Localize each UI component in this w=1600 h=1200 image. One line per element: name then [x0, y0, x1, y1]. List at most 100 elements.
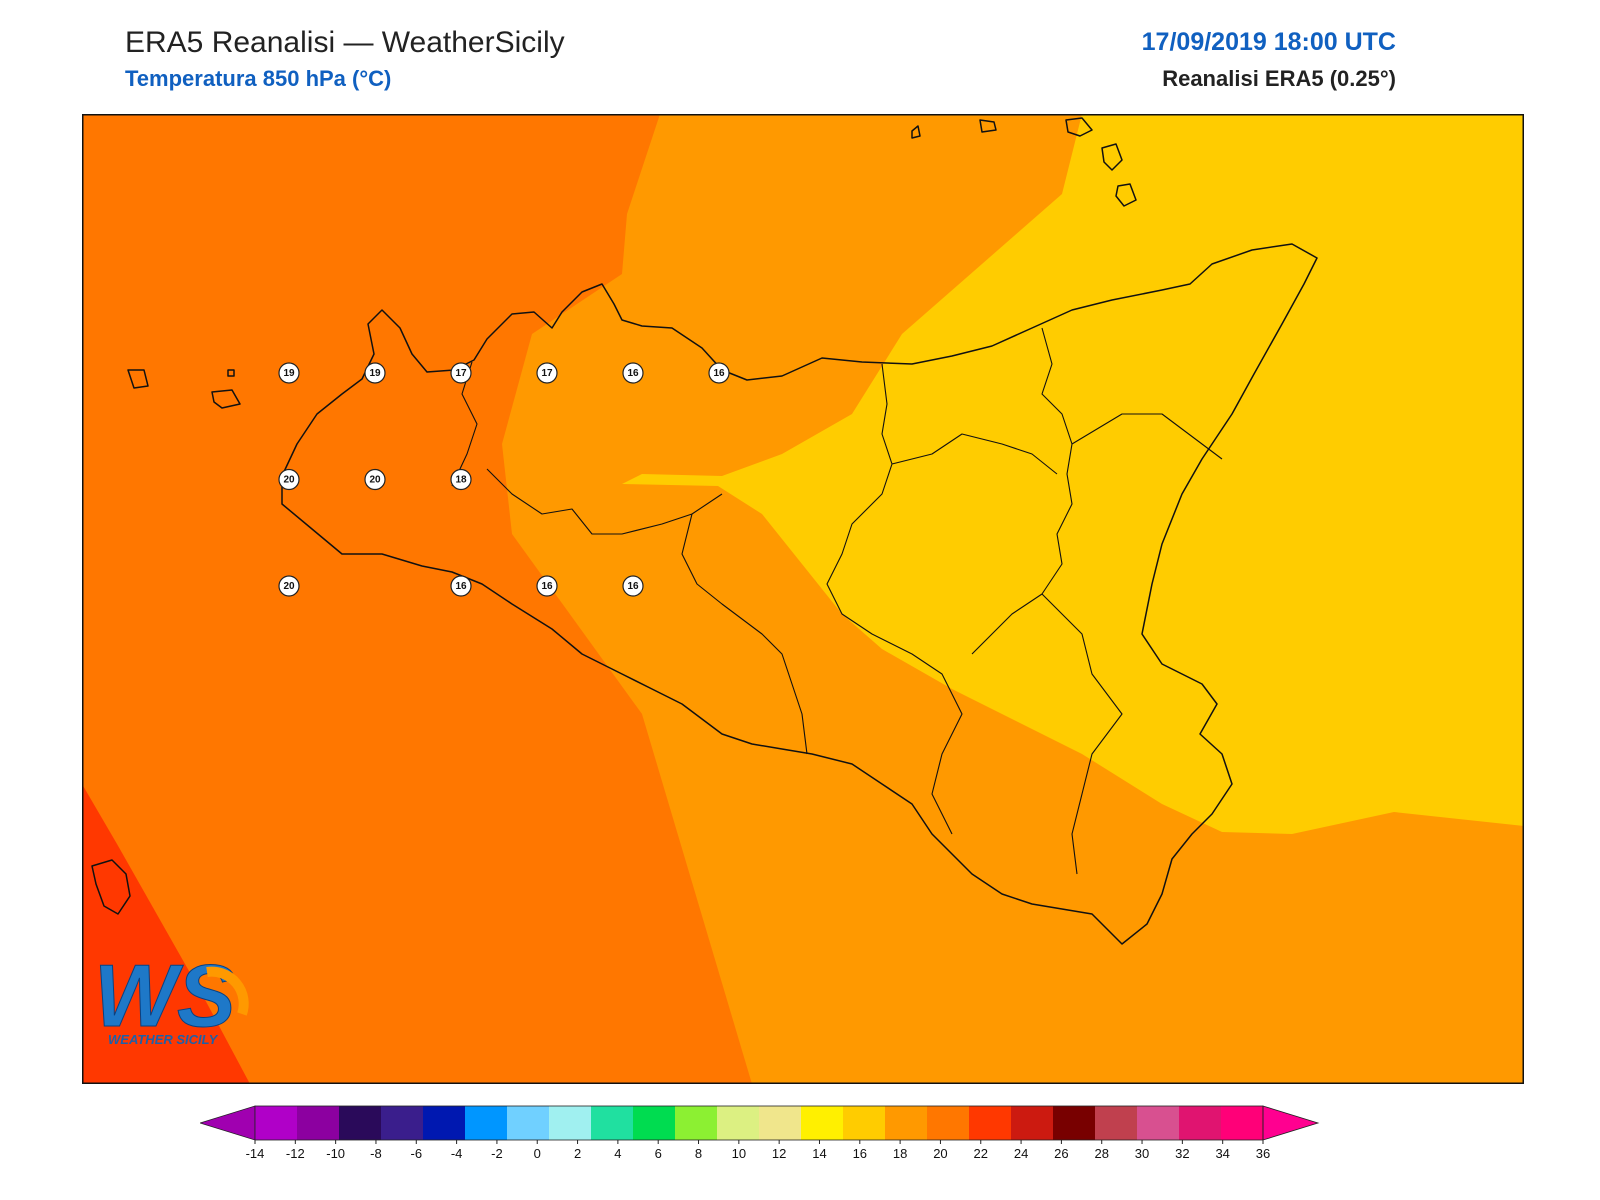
colorbar-swatch	[801, 1106, 844, 1140]
colorbar-tick-label: 36	[1256, 1146, 1270, 1161]
station-value: 17	[541, 368, 553, 379]
island-shapes	[91, 117, 1137, 915]
station-marker: 16	[536, 575, 558, 597]
station-value: 16	[455, 581, 467, 592]
temperature-colorbar: -14 -12 -10 -8 -6 -4 -2 0 2 4 6 8 10 12 14 16 18 20 22 24 26…	[200, 1105, 1320, 1161]
colorbar-tick-label: 16	[853, 1146, 867, 1161]
map-title: ERA5 Reanalisi — WeatherSicily	[125, 26, 565, 59]
colorbar-tick-label: 28	[1094, 1146, 1108, 1161]
station-circle	[622, 575, 644, 597]
colorbar-swatch	[423, 1106, 466, 1140]
colorbar-swatch	[843, 1106, 886, 1140]
band-20-22	[82, 784, 250, 1084]
colorbar-tick-label: 4	[614, 1146, 621, 1161]
station-circle	[450, 575, 472, 597]
colorbar-tick-label: 12	[772, 1146, 786, 1161]
valid-datetime: 17/09/2019 18:00 UTC	[1141, 28, 1396, 56]
colorbar-swatch	[549, 1106, 592, 1140]
province-borders	[451, 327, 1223, 875]
station-circle	[536, 362, 558, 384]
weather-sicily-logo: WS WEATHER SICILY	[94, 946, 249, 1047]
colorbar-swatch	[1053, 1106, 1096, 1140]
colorbar-under-triangle	[200, 1105, 256, 1141]
station-marker: 20	[278, 468, 300, 491]
colorbar-tick-label: -10	[326, 1146, 345, 1161]
station-marker: 20	[364, 468, 386, 491]
colorbar-tick-label: -12	[286, 1146, 305, 1161]
colorbar-swatch	[885, 1106, 928, 1140]
station-values: 20 20 20 18 19 19 17 17 16 16 16 16 16	[278, 362, 730, 597]
station-marker: 20	[278, 575, 300, 597]
colorbar-swatch	[465, 1106, 508, 1140]
colorbar-tick-label: -4	[451, 1146, 463, 1161]
colorbar-tick-label: 14	[812, 1146, 826, 1161]
station-circle	[364, 362, 386, 384]
map-subtitle: Temperatura 850 hPa (°C)	[125, 66, 392, 91]
station-value: 16	[627, 581, 639, 592]
station-circle	[278, 362, 300, 384]
station-marker: 17	[536, 362, 558, 384]
colorbar-swatch	[591, 1106, 634, 1140]
sun-icon	[206, 966, 249, 1016]
colorbar-tick-label: 2	[574, 1146, 581, 1161]
colorbar-tick-label: 22	[974, 1146, 988, 1161]
colorbar-tick-label: 6	[655, 1146, 662, 1161]
station-marker: 19	[278, 362, 300, 384]
station-circle	[536, 575, 558, 597]
station-value: 17	[455, 368, 467, 379]
colorbar-swatch	[717, 1106, 760, 1140]
colorbar-swatch	[675, 1106, 718, 1140]
colorbar-swatch	[255, 1106, 298, 1140]
colorbar-swatch	[759, 1106, 802, 1140]
station-circle	[278, 468, 300, 491]
colorbar-over-triangle	[1262, 1105, 1320, 1141]
colorbar-tick-label: -6	[410, 1146, 422, 1161]
station-marker: 18	[450, 468, 472, 491]
colorbar-tick-label: -14	[246, 1146, 265, 1161]
station-marker: 16	[450, 575, 472, 597]
station-value: 16	[627, 368, 639, 379]
colorbar-tick-label: 20	[933, 1146, 947, 1161]
colorbar-tick-label: -8	[370, 1146, 382, 1161]
colorbar-swatch	[969, 1106, 1012, 1140]
colorbar-swatch	[1095, 1106, 1138, 1140]
colorbar-tick-label: 30	[1135, 1146, 1149, 1161]
station-marker: 19	[364, 362, 386, 384]
colorbar-tick-label: 34	[1215, 1146, 1229, 1161]
station-marker: 16	[622, 362, 644, 384]
station-circle	[450, 468, 472, 491]
temperature-map: 20 20 20 18 19 19 17 17 16 16 16 16 16 WS WEATHER SI…	[82, 114, 1524, 1084]
colorbar-swatch	[381, 1106, 424, 1140]
colorbar-swatch	[339, 1106, 382, 1140]
colorbar-tick-label: 26	[1054, 1146, 1068, 1161]
colorbar-swatch	[1011, 1106, 1054, 1140]
colorbar-swatch	[633, 1106, 676, 1140]
colorbar-swatch	[507, 1106, 550, 1140]
colorbar-tick-label: 18	[893, 1146, 907, 1161]
sicily-coastline	[281, 243, 1318, 945]
logo-ws: WS	[94, 946, 236, 1045]
station-value: 16	[541, 581, 553, 592]
station-marker: 16	[708, 362, 730, 384]
data-source: Reanalisi ERA5 (0.25°)	[1162, 66, 1396, 91]
station-value: 18	[455, 475, 467, 486]
station-circle	[708, 362, 730, 384]
station-value: 20	[283, 581, 295, 592]
colorbar-swatch	[927, 1106, 970, 1140]
colorbar-tick-label: 8	[695, 1146, 702, 1161]
station-value: 19	[283, 368, 295, 379]
logo-text: WEATHER SICILY	[108, 1032, 219, 1047]
band-16-18-notch	[837, 634, 922, 754]
station-circle	[450, 362, 472, 384]
colorbar-swatch	[1221, 1106, 1264, 1140]
colorbar-swatch	[297, 1106, 340, 1140]
station-value: 20	[369, 475, 381, 486]
colorbar-swatch	[1137, 1106, 1180, 1140]
station-marker: 16	[622, 575, 644, 597]
colorbar-tick-label: 32	[1175, 1146, 1189, 1161]
colorbar-tick-label: 10	[732, 1146, 746, 1161]
colorbar-swatch	[1179, 1106, 1222, 1140]
station-value: 19	[369, 368, 381, 379]
colorbar-tick-label: 0	[534, 1146, 541, 1161]
station-circle	[364, 468, 386, 491]
